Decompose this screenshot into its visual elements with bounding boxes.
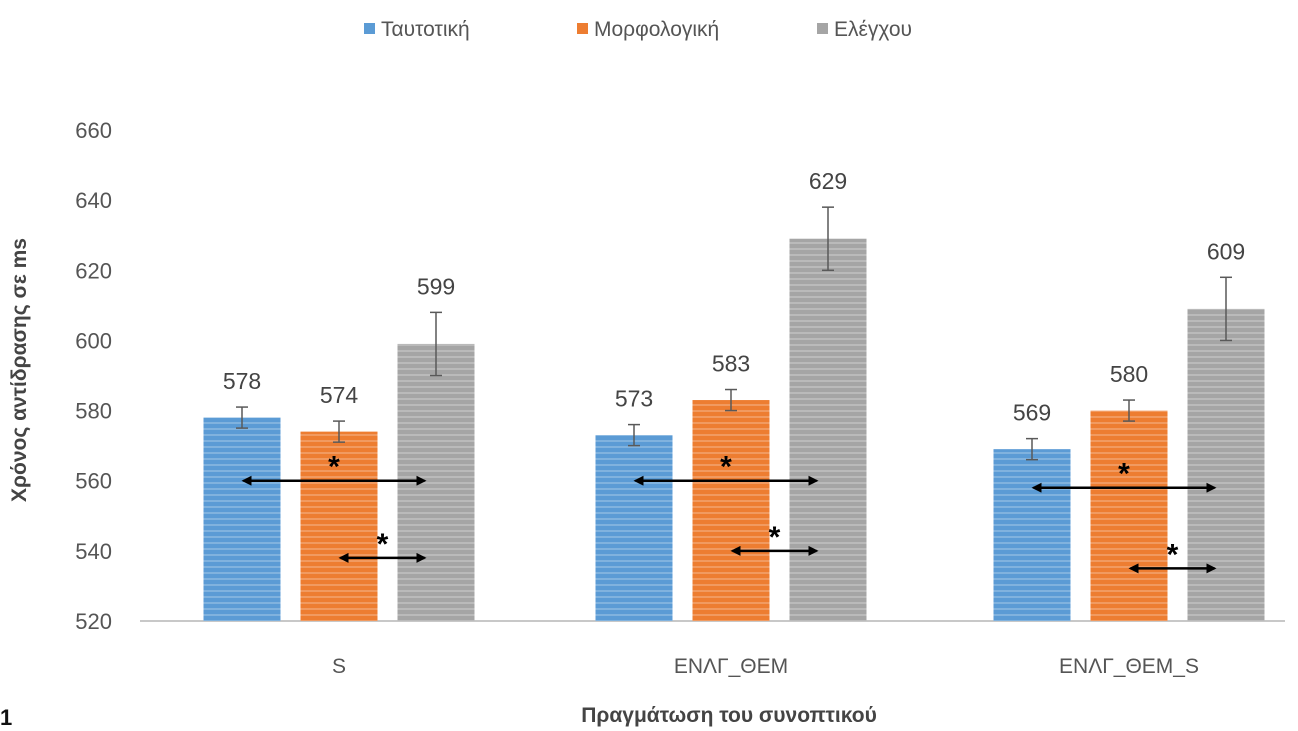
significance-marker: *: [1118, 458, 1130, 491]
significance-marker: *: [720, 451, 732, 484]
bar: [300, 431, 378, 621]
significance-marker: *: [328, 451, 340, 484]
legend-label: Ταυτοτική: [381, 18, 470, 41]
legend-label: Ελέγχου: [834, 18, 912, 41]
bar: [203, 417, 281, 621]
legend: Ταυτοτική Μορφολογική Ελέγχου: [364, 18, 912, 41]
bar: [1187, 308, 1265, 621]
bars: S ΕΝΛΓ_ΘΕΜ ΕΝΛΓ_ΘΕΜ_S 578 573 569 574 583 580 599…: [203, 168, 1265, 678]
bar: [789, 238, 867, 621]
bar: [1090, 410, 1168, 621]
data-label: 629: [809, 168, 847, 194]
significance-marker: *: [769, 521, 781, 554]
data-label: 583: [712, 351, 750, 377]
y-tick-label: 540: [75, 539, 112, 564]
significance-marker: *: [377, 528, 389, 561]
y-axis-title: Χρόνος αντίδρασης σε ms: [8, 238, 31, 502]
legend-swatch: [577, 23, 588, 34]
y-tick-label: 520: [75, 609, 112, 634]
legend-label: Μορφολογική: [594, 18, 719, 41]
x-tick-label: ΕΝΛΓ_ΘΕΜ: [674, 655, 788, 678]
y-tick-label: 580: [75, 399, 112, 424]
y-tick-label: 560: [75, 469, 112, 494]
significance-annotations: * * * * * *: [241, 451, 1217, 574]
y-tick-label: 640: [75, 188, 112, 213]
significance-marker: *: [1167, 538, 1179, 571]
bar: [692, 400, 770, 621]
legend-swatch: [364, 23, 375, 34]
x-tick-label: ΕΝΛΓ_ΘΕΜ_S: [1059, 655, 1199, 678]
data-label: 609: [1207, 238, 1245, 264]
x-tick-label: S: [332, 655, 346, 678]
y-tick-label: 660: [75, 118, 112, 143]
bar: [993, 449, 1071, 621]
bar: [397, 343, 475, 621]
data-label: 573: [615, 386, 653, 412]
data-label: 574: [320, 382, 359, 408]
y-tick-label: 600: [75, 328, 112, 353]
legend-swatch: [817, 23, 828, 34]
data-label: 580: [1110, 361, 1148, 387]
data-label: 569: [1013, 400, 1051, 426]
data-label: 578: [223, 368, 261, 394]
bar: [595, 435, 673, 621]
x-axis-title: Πραγμάτωση του συνοπτικού: [581, 704, 877, 727]
y-tick-label: 620: [75, 258, 112, 283]
data-label: 599: [417, 273, 455, 299]
page-number: 1: [0, 705, 13, 730]
